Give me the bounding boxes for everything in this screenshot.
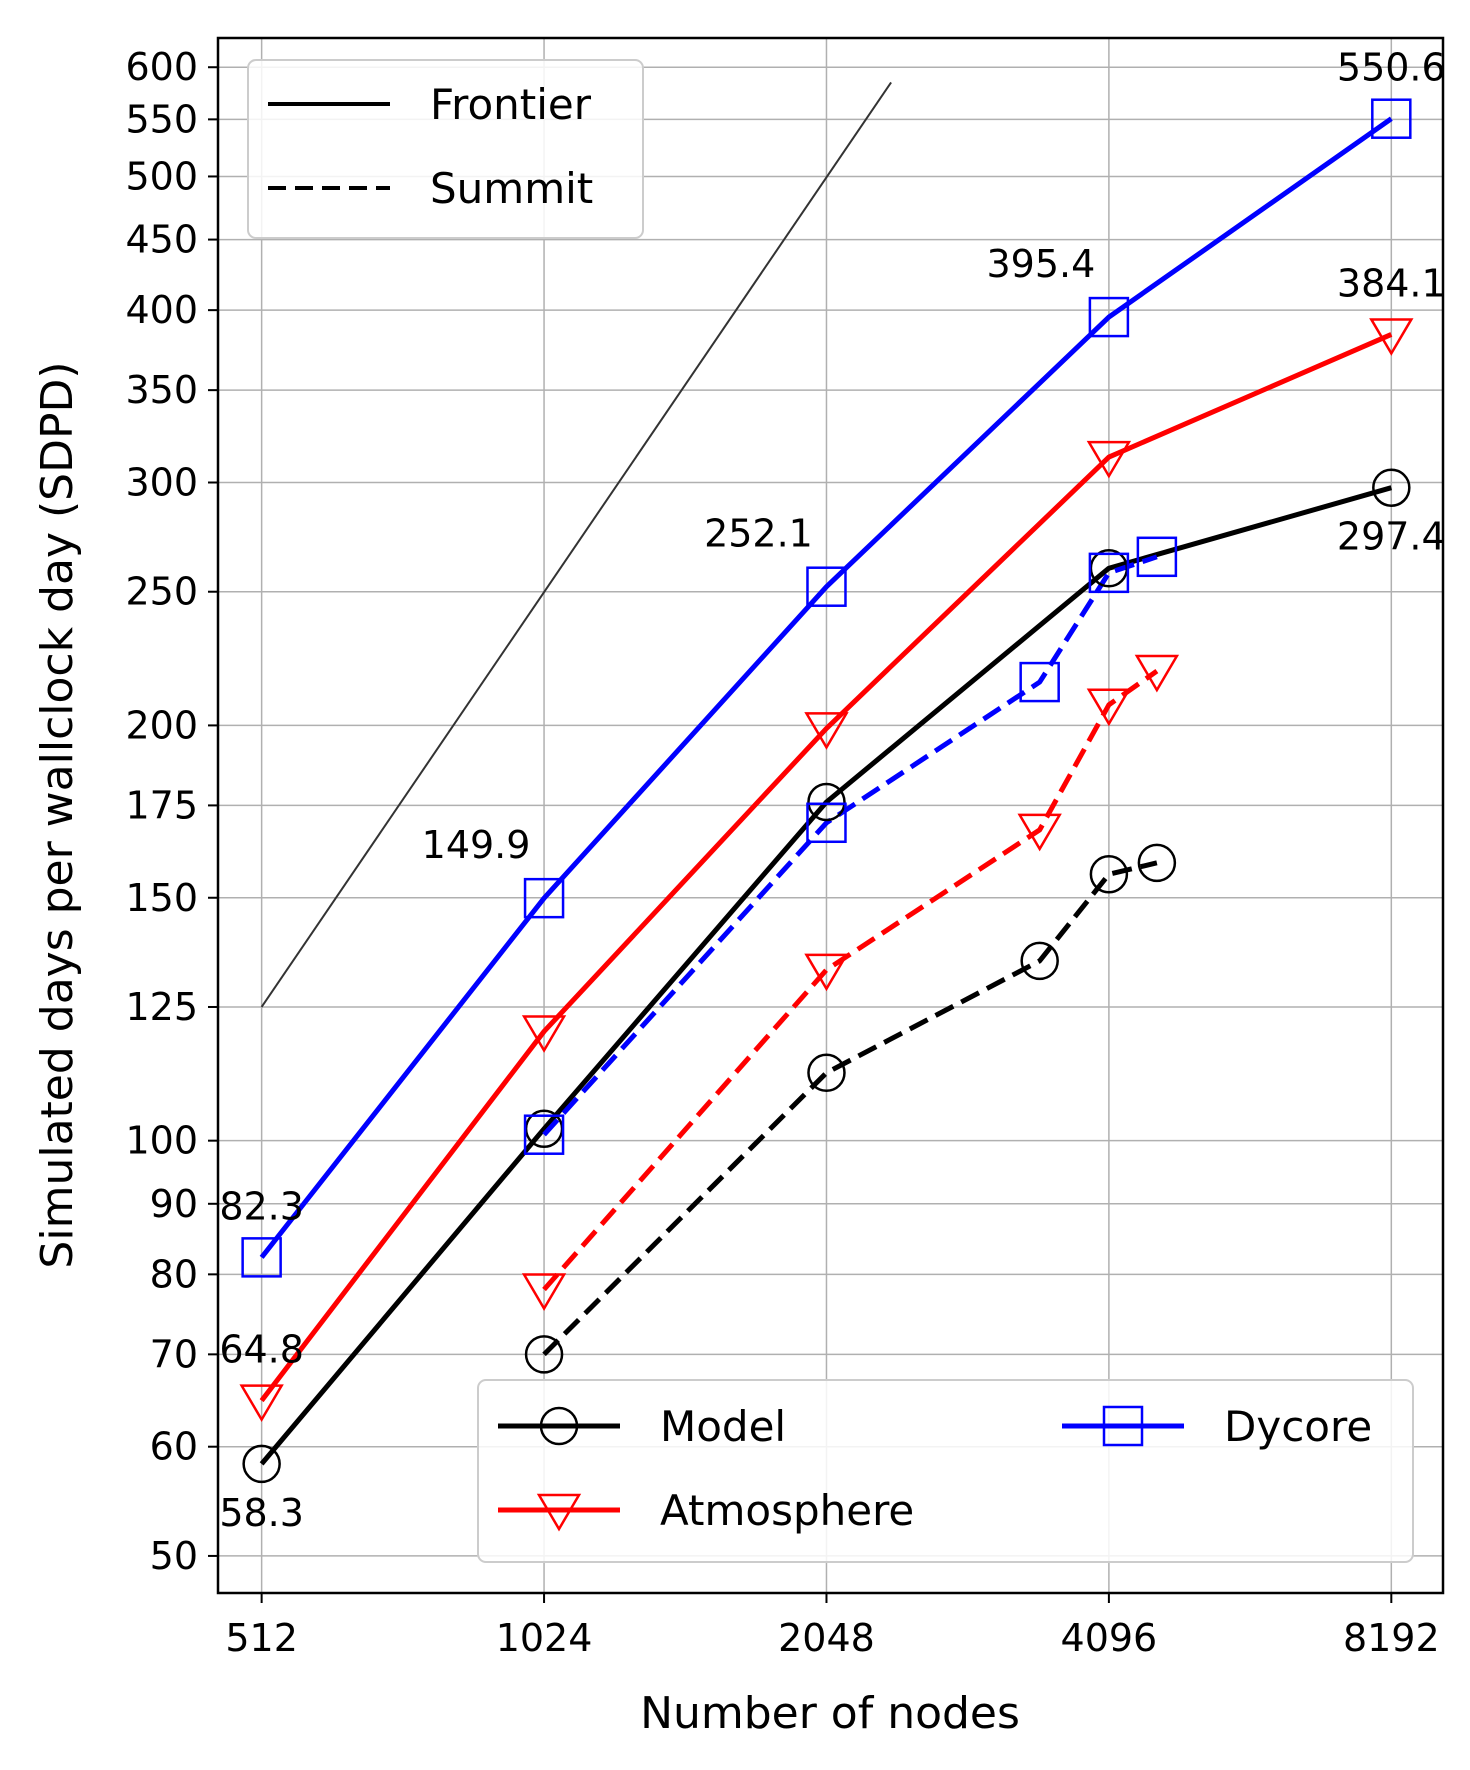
data-point-atmosphere-summit bbox=[1017, 813, 1062, 852]
data-point-dycore-summit bbox=[1088, 552, 1130, 594]
x-tick-label: 4096 bbox=[1061, 1616, 1158, 1660]
series-line-model-frontier bbox=[259, 485, 1392, 1466]
y-tick-label: 300 bbox=[125, 460, 198, 504]
value-label: 64.8 bbox=[219, 1328, 304, 1372]
data-point-dycore-frontier bbox=[523, 877, 565, 919]
annotations: 58.3 64.8 82.3 149.9 252.1 395.4 550.6 384.1 297… bbox=[219, 46, 1445, 1535]
data-point-model-summit bbox=[807, 1053, 846, 1093]
value-label: 395.4 bbox=[986, 242, 1095, 286]
value-label: 82.3 bbox=[219, 1184, 304, 1228]
data-point-dycore-frontier bbox=[241, 1237, 282, 1278]
data-point-atmosphere-frontier bbox=[804, 712, 849, 750]
y-axis-title: Simulated days per wallclock day (SDPD) bbox=[32, 361, 83, 1268]
data-point-dycore-summit bbox=[523, 1114, 565, 1155]
data-point-dycore-summit bbox=[806, 802, 847, 844]
data-point-dycore-summit bbox=[1019, 661, 1060, 703]
ideal-line bbox=[260, 81, 892, 1008]
series-markers bbox=[239, 98, 1414, 1484]
series-line-atmosphere-frontier bbox=[259, 332, 1393, 1403]
y-tick-label: 90 bbox=[150, 1182, 198, 1226]
value-label: 550.6 bbox=[1337, 46, 1446, 90]
data-point-atmosphere-frontier bbox=[521, 1015, 567, 1053]
y-tick-label: 600 bbox=[125, 45, 198, 89]
y-tick-label: 550 bbox=[125, 97, 198, 141]
data-point-atmosphere-summit bbox=[804, 953, 849, 992]
data-point-atmosphere-frontier bbox=[1086, 440, 1132, 479]
y-tick-label: 60 bbox=[150, 1425, 198, 1469]
y-tick-label: 500 bbox=[125, 154, 198, 198]
legend-marker-sample bbox=[539, 1406, 579, 1446]
data-point-atmosphere-frontier bbox=[1369, 318, 1414, 356]
data-point-model-summit bbox=[1089, 855, 1129, 894]
x-tick-label: 1024 bbox=[496, 1616, 593, 1660]
legend-label: Dycore bbox=[1224, 1402, 1372, 1451]
data-point-atmosphere-summit bbox=[1086, 688, 1132, 727]
legend-label: Summit bbox=[430, 164, 593, 213]
legend-machine: Frontier Summit bbox=[247, 59, 644, 239]
series-lines bbox=[259, 116, 1393, 1466]
data-point-dycore-frontier bbox=[1088, 296, 1130, 338]
y-tick-label: 400 bbox=[125, 288, 198, 332]
x-tick-label: 2048 bbox=[778, 1616, 875, 1660]
series-line-dycore-summit bbox=[542, 554, 1158, 1137]
y-tick-label: 250 bbox=[125, 570, 198, 614]
y-tick-label: 70 bbox=[150, 1332, 198, 1376]
x-axis-title: Number of nodes bbox=[640, 1688, 1020, 1739]
ideal-scaling-line bbox=[260, 81, 892, 1008]
axis-ticks: 512 1024 2048 4096 8192 50 60 70 80 90 100 125 150 17… bbox=[125, 45, 1439, 1660]
series-line-atmosphere-summit bbox=[542, 668, 1159, 1292]
data-point-model-frontier bbox=[242, 1444, 281, 1484]
data-point-dycore-frontier bbox=[1371, 98, 1412, 139]
data-point-atmosphere-summit bbox=[1134, 654, 1180, 693]
legend-label: Model bbox=[660, 1402, 786, 1451]
data-point-model-frontier bbox=[807, 782, 846, 822]
x-tick-label: 8192 bbox=[1343, 1616, 1440, 1660]
y-tick-label: 150 bbox=[125, 876, 198, 920]
data-point-atmosphere-frontier bbox=[239, 1384, 284, 1423]
y-tick-label: 450 bbox=[125, 218, 198, 262]
data-point-atmosphere-summit bbox=[521, 1273, 567, 1311]
data-point-model-frontier bbox=[1372, 468, 1411, 507]
x-tick-label: 512 bbox=[225, 1616, 298, 1660]
data-point-model-summit bbox=[1020, 941, 1059, 981]
value-label: 384.1 bbox=[1337, 261, 1446, 305]
y-tick-label: 200 bbox=[125, 703, 198, 747]
y-tick-label: 350 bbox=[125, 368, 198, 412]
y-tick-label: 80 bbox=[150, 1252, 198, 1296]
y-tick-label: 50 bbox=[150, 1534, 198, 1578]
series-line-model-summit bbox=[542, 860, 1158, 1357]
y-tick-label: 175 bbox=[125, 783, 198, 827]
data-point-model-summit bbox=[524, 1335, 564, 1374]
legend-label: Frontier bbox=[430, 80, 592, 129]
legend-marker-sample bbox=[536, 1493, 582, 1532]
value-label: 149.9 bbox=[422, 823, 531, 867]
data-point-model-summit bbox=[1137, 843, 1177, 883]
value-label: 252.1 bbox=[704, 512, 813, 556]
plot-frame bbox=[216, 36, 1445, 1595]
y-tick-label: 125 bbox=[125, 985, 198, 1029]
series-line-dycore-frontier bbox=[259, 116, 1393, 1259]
legend-label: Atmosphere bbox=[660, 1486, 914, 1535]
value-label: 58.3 bbox=[219, 1491, 304, 1535]
legend-quantity: Model Dycore Atmosphere bbox=[477, 1379, 1414, 1563]
data-point-dycore-summit bbox=[1136, 536, 1178, 578]
y-tick-label: 100 bbox=[125, 1119, 198, 1163]
value-label: 297.4 bbox=[1337, 515, 1446, 559]
legend-marker-sample bbox=[1102, 1405, 1144, 1447]
data-point-dycore-frontier bbox=[806, 566, 847, 607]
